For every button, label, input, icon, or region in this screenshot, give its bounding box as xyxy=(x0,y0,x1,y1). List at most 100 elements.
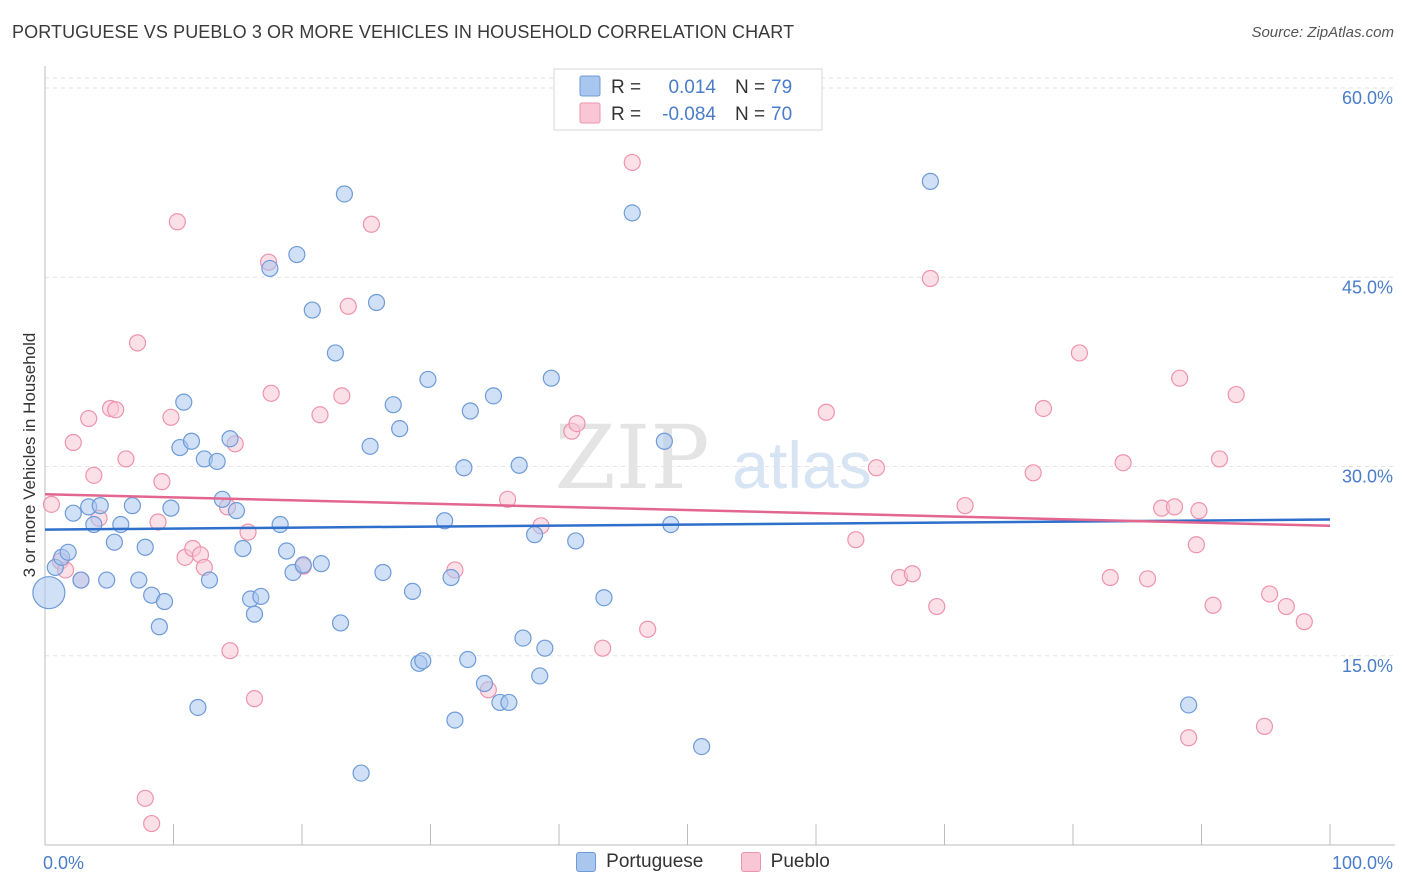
x-tick-label-0: 0.0% xyxy=(43,853,84,873)
y-tick-label-2: 45.0% xyxy=(1342,277,1393,297)
legend-n-label-1: N = xyxy=(735,77,765,98)
portuguese-point-68 xyxy=(536,639,554,657)
y-tick-label-3: 60.0% xyxy=(1342,88,1393,108)
portuguese-point-5 xyxy=(72,571,90,589)
y-axis-label: 3 or more Vehicles in Household xyxy=(20,333,39,578)
legend-label-pueblo: Pueblo xyxy=(770,851,830,872)
pueblo-point-68 xyxy=(1277,597,1295,616)
portuguese-point-61 xyxy=(484,387,503,405)
portuguese-point-54 xyxy=(436,512,454,530)
pueblo-point-15 xyxy=(153,473,171,491)
pueblo-point-56 xyxy=(1138,570,1157,588)
portuguese-point-32 xyxy=(252,587,270,606)
portuguese-point-49 xyxy=(391,420,409,438)
portuguese-point-59 xyxy=(461,402,479,420)
pueblo-points xyxy=(42,153,1313,833)
portuguese-point-33 xyxy=(261,259,279,278)
pueblo-point-17 xyxy=(168,213,186,231)
source-label: Source: ZipAtlas.com xyxy=(1251,24,1394,41)
bottom-legend: Portuguese Pueblo xyxy=(0,851,1406,878)
pueblo-trend-line xyxy=(44,493,1331,528)
pueblo-point-47 xyxy=(903,565,921,583)
portuguese-point-18 xyxy=(162,499,180,517)
pueblo-point-25 xyxy=(239,523,257,541)
portuguese-point-22 xyxy=(189,698,207,717)
pueblo-point-13 xyxy=(143,814,161,833)
legend-item-pueblo: Pueblo xyxy=(740,851,830,873)
pueblo-point-5 xyxy=(80,409,98,428)
pueblo-point-3 xyxy=(64,433,82,452)
portuguese-point-40 xyxy=(312,555,330,573)
portuguese-point-52 xyxy=(414,652,432,670)
portuguese-point-21 xyxy=(182,432,201,450)
chart-title: PORTUGUESE VS PUEBLO 3 OR MORE VEHICLES … xyxy=(12,22,795,42)
y-tick-labels: 15.0% 30.0% 45.0% 60.0% xyxy=(1342,88,1393,676)
portuguese-point-42 xyxy=(331,614,350,632)
legend-n-value-2: 70 xyxy=(771,104,792,125)
pueblo-point-48 xyxy=(921,269,939,288)
pueblo-point-28 xyxy=(262,384,280,402)
portuguese-point-20 xyxy=(175,393,193,411)
trend-lines xyxy=(44,493,1331,531)
portuguese-point-28 xyxy=(227,502,246,520)
x-tick-labels: 0.0% 100.0% xyxy=(43,853,1393,873)
legend-swatch-portuguese-bottom xyxy=(576,852,597,872)
legend-n-label-2: N = xyxy=(735,104,765,125)
portuguese-point-53 xyxy=(419,370,437,389)
portuguese-point-45 xyxy=(361,437,379,455)
pueblo-point-55 xyxy=(1114,454,1132,472)
pueblo-point-11 xyxy=(128,334,147,352)
portuguese-point-60 xyxy=(475,674,494,693)
portuguese-point-73 xyxy=(655,432,673,450)
portuguese-point-67 xyxy=(531,667,549,685)
legend-swatch-portuguese xyxy=(579,75,601,97)
portuguese-point-37 xyxy=(288,245,306,264)
portuguese-point-58 xyxy=(459,650,477,669)
pueblo-point-54 xyxy=(1101,568,1119,587)
portuguese-point-55 xyxy=(442,568,460,587)
portuguese-point-56 xyxy=(446,711,464,729)
portuguese-point-12 xyxy=(123,497,141,515)
pueblo-point-10 xyxy=(117,450,135,468)
portuguese-point-31 xyxy=(245,605,264,623)
portuguese-point-64 xyxy=(510,456,528,474)
pueblo-point-42 xyxy=(639,620,657,638)
pueblo-point-53 xyxy=(1070,344,1089,362)
pueblo-point-62 xyxy=(1190,502,1208,520)
portuguese-point-9 xyxy=(98,571,116,589)
pueblo-point-6 xyxy=(85,466,103,484)
portuguese-point-47 xyxy=(374,563,392,582)
portuguese-point-14 xyxy=(136,538,154,556)
portuguese-point-70 xyxy=(567,532,585,550)
y-tick-label-1: 30.0% xyxy=(1342,467,1393,487)
portuguese-point-4 xyxy=(64,504,82,522)
pueblo-point-26 xyxy=(245,690,264,708)
portuguese-point-46 xyxy=(367,293,386,312)
legend-n-value-1: 79 xyxy=(771,77,792,98)
portuguese-point-66 xyxy=(525,526,544,544)
pueblo-point-30 xyxy=(311,406,329,424)
pueblo-point-69 xyxy=(1295,613,1313,631)
portuguese-point-34 xyxy=(271,515,289,534)
portuguese-point-65 xyxy=(514,629,532,647)
pueblo-point-41 xyxy=(623,153,641,172)
portuguese-point-72 xyxy=(623,204,641,222)
portuguese-point-44 xyxy=(352,764,370,782)
pueblo-point-33 xyxy=(362,215,380,233)
pueblo-point-63 xyxy=(1204,596,1222,614)
legend-item-portuguese: Portuguese xyxy=(576,851,703,873)
pueblo-point-51 xyxy=(1024,464,1042,482)
portuguese-point-57 xyxy=(455,459,473,477)
pueblo-point-12 xyxy=(136,789,154,807)
grid-lines xyxy=(45,77,1395,657)
portuguese-point-38 xyxy=(294,556,312,574)
portuguese-point-16 xyxy=(150,618,168,636)
portuguese-point-29 xyxy=(234,539,252,558)
portuguese-point-75 xyxy=(693,737,711,756)
pueblo-point-49 xyxy=(928,597,946,616)
pueblo-point-31 xyxy=(333,387,351,405)
pueblo-point-61 xyxy=(1187,536,1205,554)
portuguese-point-50 xyxy=(403,582,422,601)
pueblo-point-52 xyxy=(1034,399,1053,418)
